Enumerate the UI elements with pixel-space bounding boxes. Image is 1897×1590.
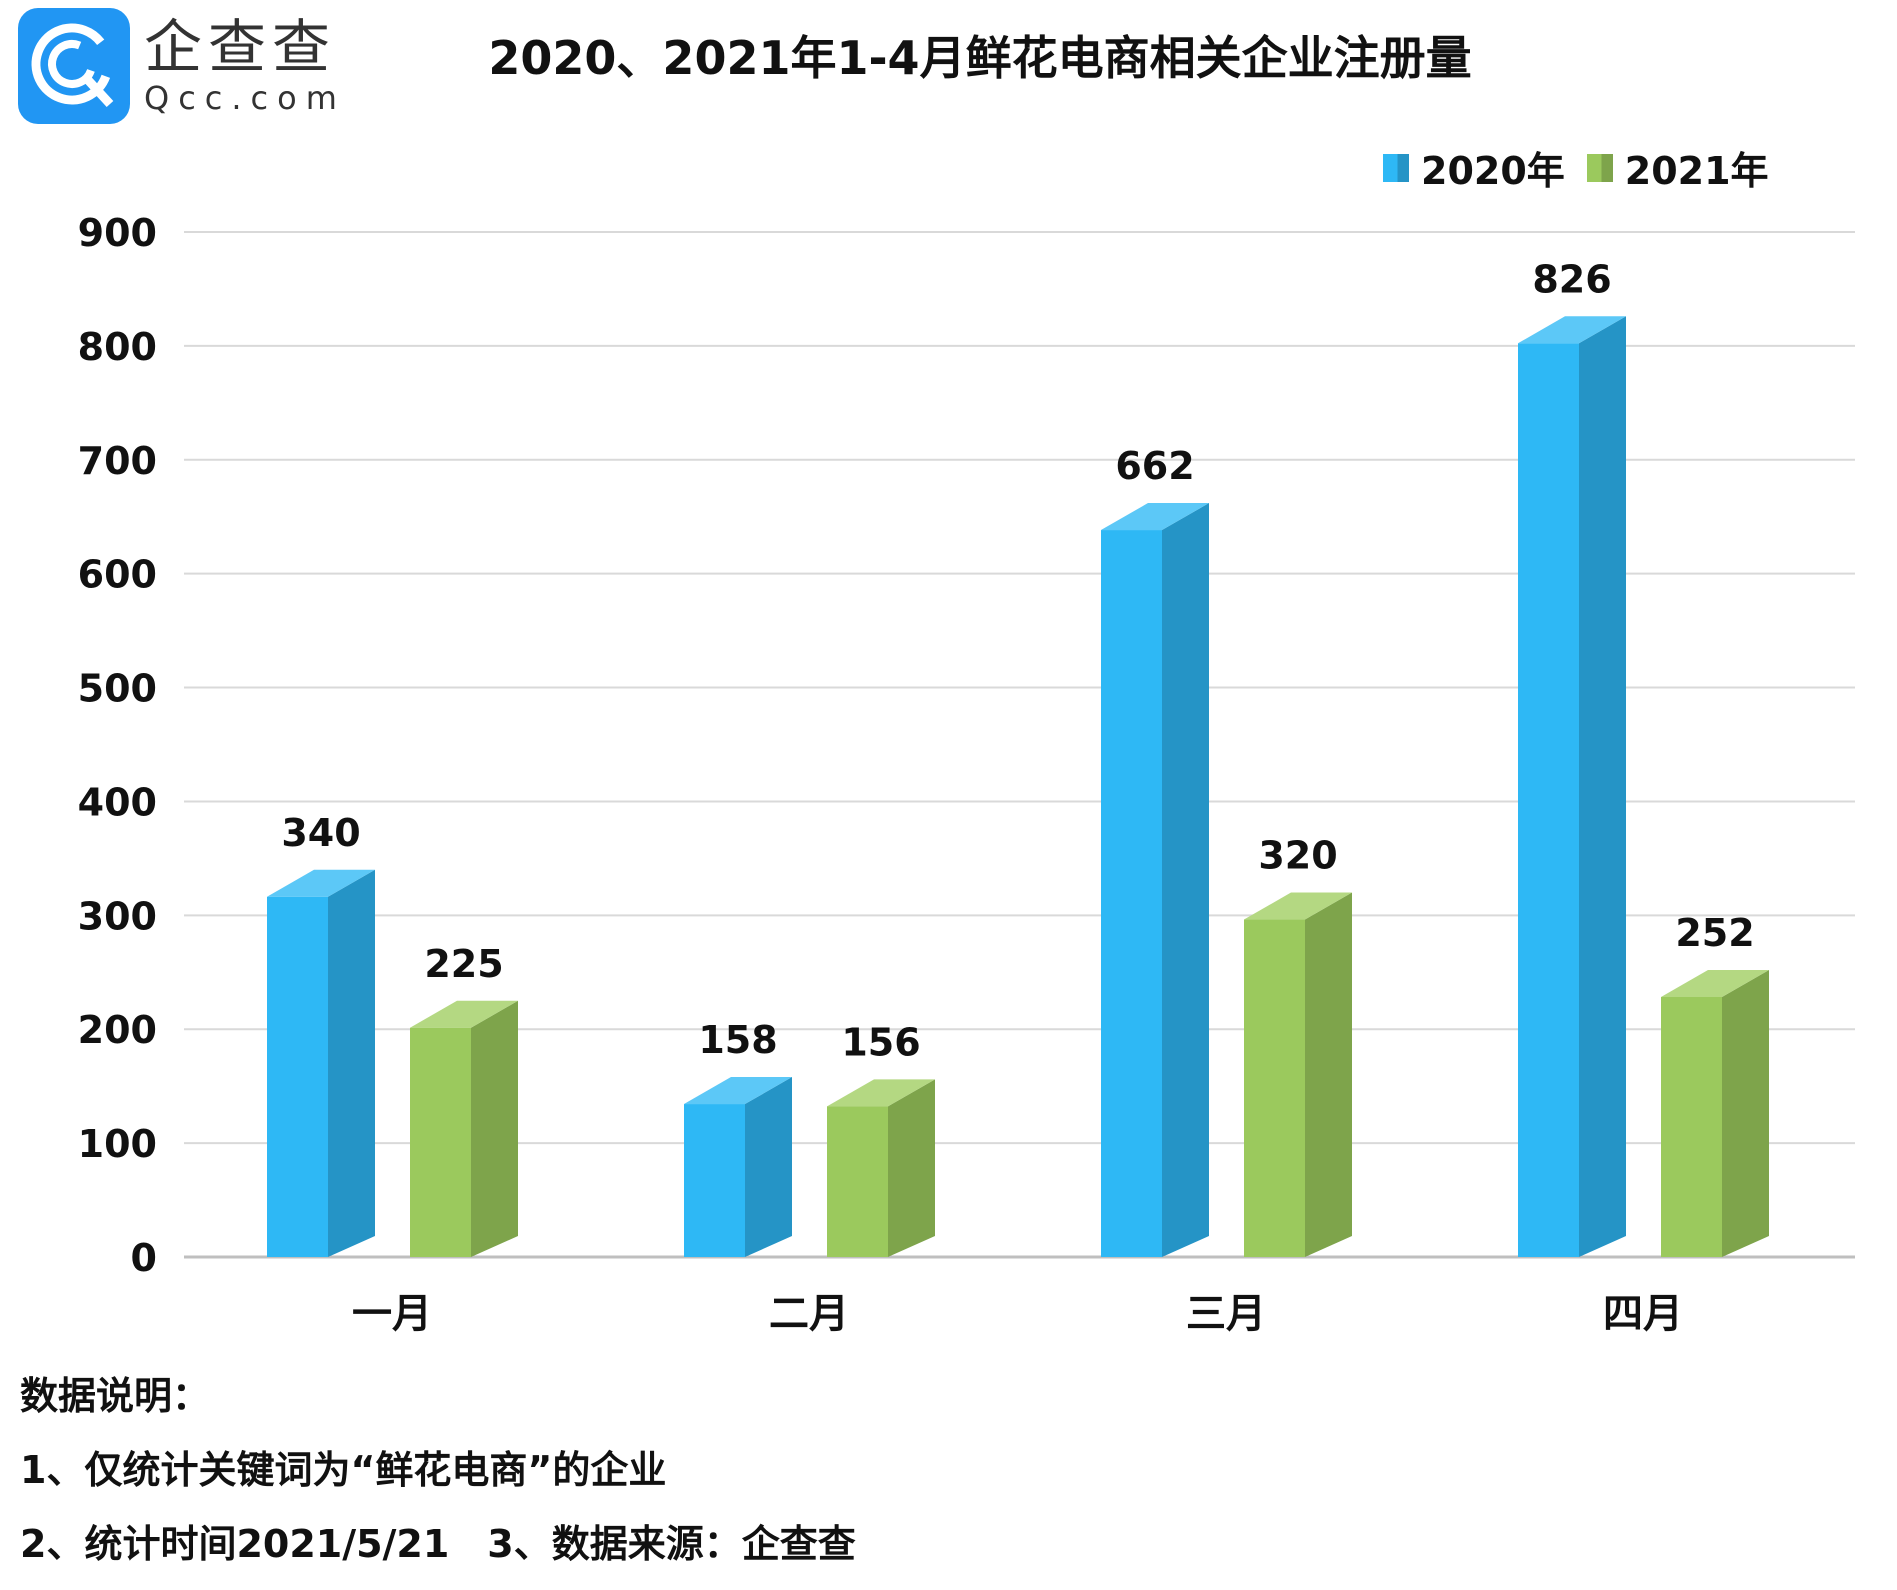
logo-name-en: Qcc.com	[144, 79, 346, 117]
data-label: 225	[424, 942, 503, 986]
legend-label-2020: 2020年	[1421, 149, 1565, 193]
y-tick-label: 0	[131, 1236, 157, 1280]
y-tick-label: 500	[78, 667, 157, 711]
bar-top-2021年	[410, 1000, 518, 1028]
bar-2020年	[267, 896, 328, 1257]
data-label: 826	[1532, 257, 1611, 301]
bar-top-2020年	[267, 869, 375, 897]
bar-top-2020年	[1518, 316, 1626, 344]
bar-2021年	[1244, 919, 1305, 1257]
data-label: 156	[841, 1020, 920, 1064]
legend: 2020年 2021年	[1383, 140, 1791, 195]
bar-top-2021年	[1661, 970, 1769, 997]
notes-line-2: 2、统计时间2021/5/21 3、数据来源：企查查	[20, 1522, 856, 1566]
bar-top-2020年	[684, 1077, 792, 1105]
bar-2021年	[827, 1106, 888, 1257]
notes-line-1: 1、仅统计关键词为“鲜花电商”的企业	[20, 1448, 667, 1492]
y-tick-label: 800	[78, 325, 157, 369]
qcc-logo: 企查查 Qcc.com	[18, 8, 346, 124]
x-tick-label: 三月	[1186, 1291, 1266, 1337]
legend-label-2021: 2021年	[1624, 149, 1769, 193]
y-tick-label: 300	[78, 894, 157, 938]
bar-side-2021年	[1305, 892, 1352, 1257]
data-label: 158	[698, 1018, 777, 1062]
bar-side-2021年	[1722, 970, 1769, 1257]
bar-2020年	[1101, 530, 1162, 1257]
y-tick-label: 400	[78, 780, 157, 824]
bar-2021年	[410, 1027, 471, 1257]
bar-2020年	[684, 1104, 745, 1257]
y-tick-label: 200	[78, 1008, 157, 1052]
y-tick-label: 100	[78, 1122, 157, 1166]
x-tick-label: 一月	[352, 1291, 432, 1337]
bar-2020年	[1518, 343, 1579, 1257]
y-tick-label: 600	[78, 553, 157, 597]
logo-name-cn: 企查查	[144, 13, 337, 81]
legend-swatch-2020	[1383, 153, 1409, 182]
bar-side-2021年	[888, 1079, 935, 1257]
qcc-logo-icon	[18, 8, 130, 124]
bar-top-2021年	[1244, 892, 1352, 920]
data-notes: 数据说明： 1、仅统计关键词为“鲜花电商”的企业 2、统计时间2021/5/21…	[20, 1368, 856, 1590]
bar-side-2020年	[745, 1077, 792, 1257]
y-tick-label: 900	[78, 211, 157, 255]
bar-2021年	[1661, 997, 1722, 1257]
bar-side-2021年	[471, 1000, 518, 1257]
bar-side-2020年	[328, 869, 375, 1257]
legend-item-2021: 2021年	[1586, 140, 1769, 195]
legend-item-2020: 2020年	[1383, 140, 1565, 195]
x-tick-label: 二月	[769, 1291, 849, 1337]
data-label: 320	[1258, 834, 1337, 878]
data-label: 252	[1675, 911, 1754, 955]
bar-side-2020年	[1162, 503, 1209, 1257]
data-label: 662	[1115, 444, 1194, 488]
data-label: 340	[281, 811, 360, 855]
bar-top-2020年	[1101, 503, 1209, 531]
legend-swatch-2021	[1586, 153, 1613, 182]
bar-top-2021年	[827, 1079, 935, 1107]
chart-title: 2020、2021年1-4月鲜花电商相关企业注册量	[488, 31, 1472, 85]
notes-heading: 数据说明：	[20, 1374, 211, 1418]
x-tick-label: 四月	[1603, 1291, 1683, 1337]
y-tick-label: 700	[78, 439, 157, 483]
bar-side-2020年	[1579, 316, 1626, 1257]
